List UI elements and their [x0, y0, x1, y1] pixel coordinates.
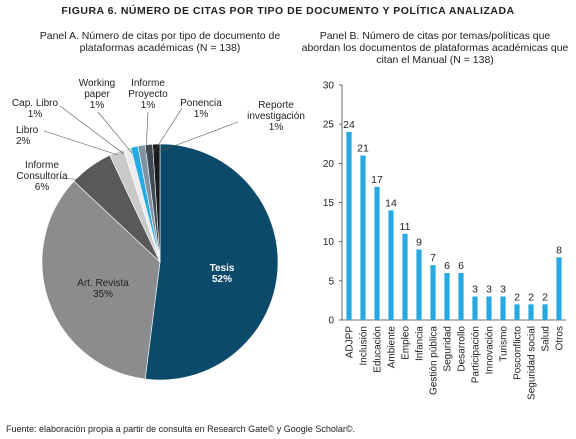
bar [486, 296, 492, 320]
slice-value: 6% [34, 182, 50, 193]
bar [472, 296, 478, 320]
x-tick-label: Empleo [401, 326, 412, 360]
leader-line [145, 111, 149, 154]
y-tick-label: 20 [323, 159, 335, 170]
value-label: 3 [500, 284, 506, 296]
y-tick-label: 10 [323, 237, 335, 248]
pie-slice [152, 143, 161, 263]
y-tick-label: 0 [328, 316, 334, 327]
slice-label: Libro 2% [16, 125, 56, 147]
leader-line [157, 121, 239, 153]
leader-line [59, 105, 125, 155]
slice-name: Reporte investigación [247, 100, 305, 122]
value-label: 2 [542, 291, 548, 303]
slice-value: 1% [193, 109, 209, 120]
value-label: 3 [486, 284, 492, 296]
y-tick-label: 30 [323, 81, 335, 92]
slice-label: Tesis 52% [200, 263, 244, 285]
x-tick-label: Seguridad social [527, 326, 538, 400]
value-label: 11 [400, 221, 411, 233]
y-tick-label: 15 [323, 198, 335, 209]
slice-name: Working paper [78, 78, 116, 100]
x-tick-label: Inclusión [359, 326, 370, 365]
value-label: 21 [357, 143, 369, 155]
x-tick-label: Innovación [485, 326, 496, 374]
slice-value: 2% [16, 136, 31, 147]
bar [528, 304, 534, 320]
slice-name: Ponencia [180, 98, 222, 109]
pie-slice [41, 180, 161, 380]
slice-label: Reporte investigación 1% [236, 100, 316, 133]
bar [500, 296, 506, 320]
slice-value: 1% [89, 100, 105, 111]
x-tick-label: Ambiente [387, 326, 398, 369]
slice-name: Informe Proyecto [128, 78, 168, 100]
bar [402, 233, 408, 320]
slice-name: Tesis [209, 263, 235, 274]
slice-label: Informe Proyecto 1% [120, 78, 176, 111]
value-label: 6 [458, 260, 464, 272]
x-tick-label: Participación [471, 326, 482, 383]
value-label: 9 [416, 237, 422, 249]
value-label: 6 [444, 260, 450, 272]
leader-line [43, 130, 119, 156]
slice-value: 52% [211, 274, 232, 285]
value-label: 2 [528, 291, 534, 303]
bar [346, 132, 352, 320]
bar [430, 265, 436, 320]
slice-label: Cap. Libro 1% [10, 98, 60, 120]
leader-line [59, 177, 87, 181]
slice-value: 1% [140, 100, 156, 111]
x-tick-label: Infancia [415, 326, 426, 361]
bar [458, 273, 464, 320]
figure-title: FIGURA 6. NÚMERO DE CITAS POR TIPO DE DO… [61, 5, 515, 17]
slice-name: Cap. Libro [11, 98, 59, 109]
slice-label: Art. Revista 35% [68, 278, 138, 300]
x-tick-label: Salud [541, 326, 552, 352]
value-label: 24 [343, 119, 355, 131]
leader-line [97, 111, 133, 154]
x-tick-label: Otros [555, 326, 566, 350]
value-label: 8 [556, 244, 562, 256]
bar [416, 249, 422, 320]
value-label: 17 [371, 174, 383, 186]
x-tick-label: Seguridad [443, 326, 454, 372]
x-tick-label: Gestión pública [429, 326, 440, 395]
x-tick-label: Desarrollo [457, 326, 468, 372]
bar [360, 155, 366, 320]
x-tick-label: Turismo [499, 326, 510, 362]
x-tick-label: Posconflicto [513, 326, 524, 380]
y-tick-label: 25 [323, 120, 335, 131]
pie-slice [144, 143, 279, 381]
slice-value: 1% [268, 122, 284, 133]
slice-label: Informe Consultoría 6% [12, 160, 72, 193]
value-label: 3 [472, 284, 478, 296]
bar [514, 304, 520, 320]
value-label: 7 [430, 252, 436, 264]
y-tick-label: 5 [328, 276, 334, 287]
bar [388, 210, 394, 320]
slice-value: 1% [27, 109, 43, 120]
slice-label: Ponencia 1% [176, 98, 226, 120]
bar [542, 304, 548, 320]
slice-value: 35% [92, 289, 113, 300]
x-tick-label: ADJPP [345, 326, 356, 359]
slice-label: Working paper 1% [74, 78, 120, 111]
chart-title: Panel B. Número de citas por temas/polít… [301, 30, 569, 66]
slice-name: Art. Revista [77, 278, 129, 289]
x-tick-label: Educación [373, 326, 384, 373]
slice-name: Informe Consultoría [16, 160, 68, 182]
leader-line [153, 107, 183, 153]
source-note: Fuente: elaboración propia a partir de c… [6, 424, 355, 434]
bar [556, 257, 562, 320]
slice-name: Libro [16, 125, 39, 136]
bar [444, 273, 450, 320]
chart-title: Panel A. Número de citas por tipo de doc… [39, 30, 281, 54]
bar [374, 186, 380, 320]
value-label: 2 [514, 291, 520, 303]
value-label: 14 [385, 197, 397, 209]
